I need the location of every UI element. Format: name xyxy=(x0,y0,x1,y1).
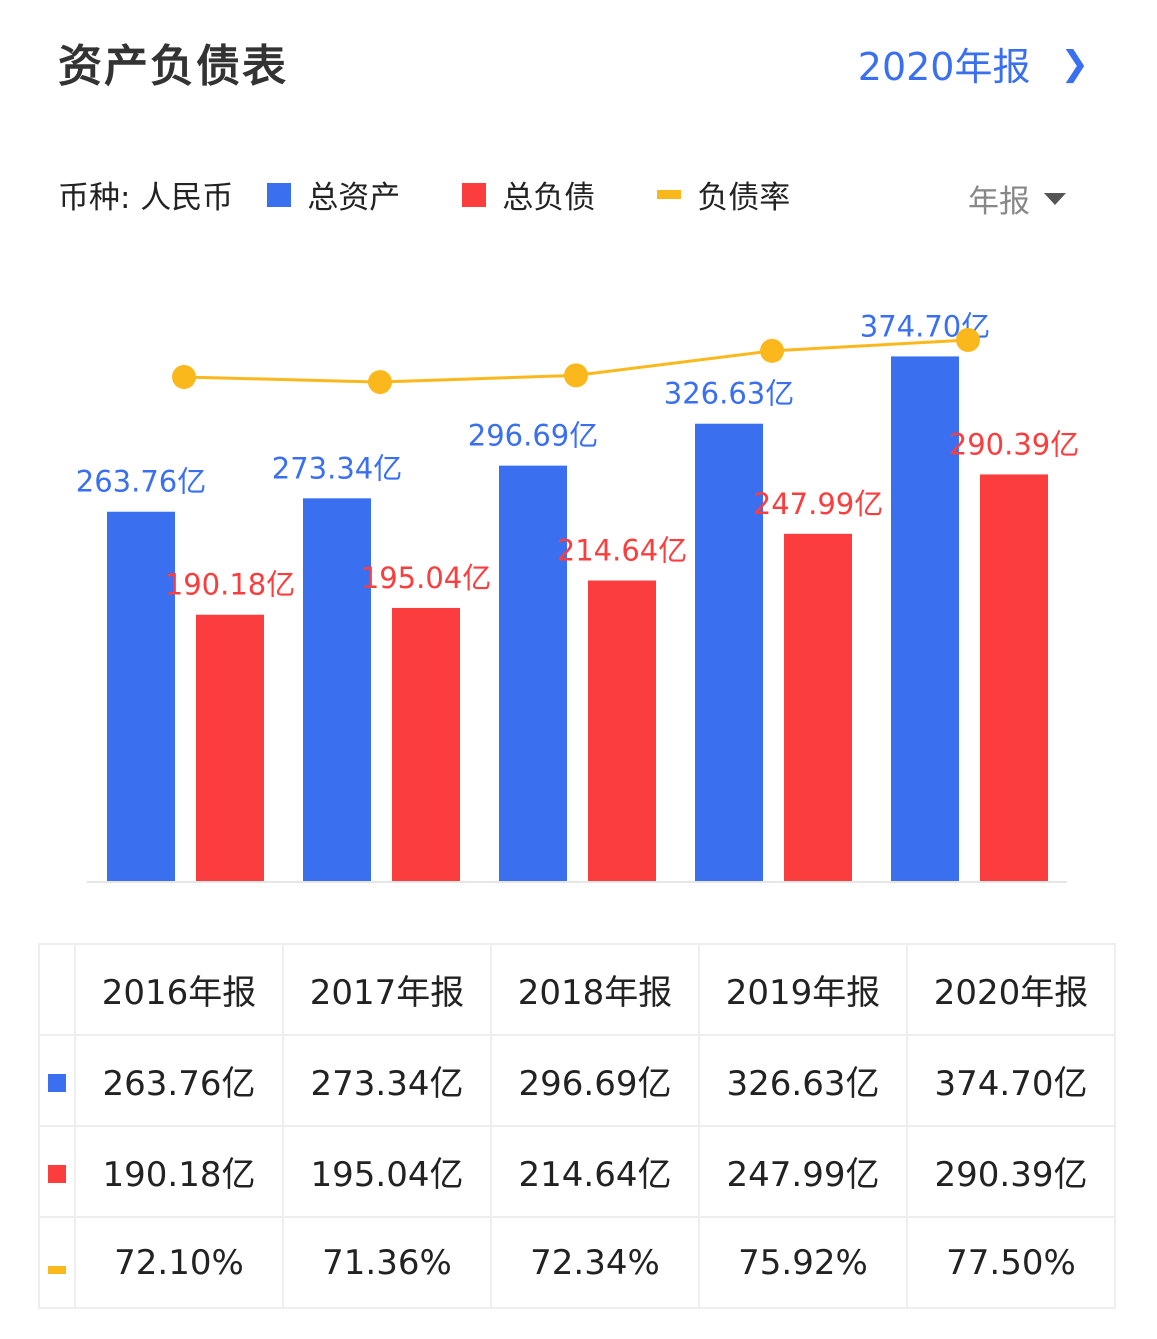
table-header-cell: 2018年报 xyxy=(490,943,700,1036)
liabilities-data-label: 247.99亿 xyxy=(753,487,883,521)
table-cell: 326.63亿 xyxy=(698,1034,908,1127)
table-header-row: 2016年报 2017年报 2018年报 2019年报 2020年报 xyxy=(38,943,1116,1036)
legend-item-ratio[interactable]: 负债率 xyxy=(657,172,790,217)
row-marker xyxy=(38,1125,76,1218)
table-cell: 75.92% xyxy=(698,1216,908,1309)
table-header-cell: 2019年报 xyxy=(698,943,908,1036)
table-cell: 214.64亿 xyxy=(490,1125,700,1218)
table-cell: 72.34% xyxy=(490,1216,700,1309)
table-cell: 273.34亿 xyxy=(282,1034,492,1127)
bar-line-chart: 263.76亿 273.34亿296.69亿326.63亿374.70亿190.1… xyxy=(76,309,1079,883)
assets-data-label: 326.63亿 xyxy=(664,377,794,411)
assets-data-label: 263.76亿 xyxy=(76,465,206,499)
chevron-right-icon: ❯ xyxy=(1060,43,1090,84)
table-cell: 296.69亿 xyxy=(490,1034,700,1127)
caret-down-icon xyxy=(1044,192,1066,205)
report-link-label: 2020年报 xyxy=(857,45,1031,89)
assets-swatch-icon xyxy=(48,1073,66,1092)
liabilities-swatch-icon xyxy=(462,182,487,207)
assets-bar xyxy=(891,356,959,881)
liabilities-bar xyxy=(980,474,1048,881)
liabilities-data-label: 290.39亿 xyxy=(949,427,1079,461)
liabilities-swatch-icon xyxy=(48,1164,66,1183)
period-label: 年报 xyxy=(968,184,1030,220)
legend-label: 负债率 xyxy=(697,180,791,216)
assets-bar xyxy=(695,423,763,881)
liabilities-bar xyxy=(196,614,264,881)
liabilities-bar xyxy=(588,580,656,881)
ratio-swatch-icon xyxy=(657,190,682,199)
assets-swatch-icon xyxy=(267,182,292,207)
assets-data-label: 296.69亿 xyxy=(468,419,598,453)
table-corner xyxy=(38,943,76,1036)
liabilities-data-label: 190.18亿 xyxy=(165,568,295,602)
currency-label: 币种: 人民币 xyxy=(58,180,234,216)
assets-bar xyxy=(303,498,371,881)
table-cell: 195.04亿 xyxy=(282,1125,492,1218)
row-marker xyxy=(38,1216,76,1309)
liabilities-bar xyxy=(392,607,460,881)
table-cell: 190.18亿 xyxy=(74,1125,284,1218)
table-header-cell: 2016年报 xyxy=(74,943,284,1036)
ratio-point xyxy=(760,338,784,363)
assets-bar xyxy=(499,465,567,881)
ratio-point xyxy=(172,365,196,389)
table-header-cell: 2017年报 xyxy=(282,943,492,1036)
table-header-cell: 2020年报 xyxy=(906,943,1116,1036)
page-title: 资产负债表 xyxy=(58,41,288,92)
assets-bar xyxy=(107,511,175,881)
ratio-point xyxy=(564,363,588,388)
table-cell: 374.70亿 xyxy=(906,1034,1116,1127)
table-row: 72.10% 71.36% 72.34% 75.92% 77.50% xyxy=(38,1216,1116,1309)
table-row: 190.18亿 195.04亿 214.64亿 247.99亿 290.39亿 xyxy=(38,1125,1116,1218)
liabilities-bar xyxy=(784,533,852,881)
liabilities-data-label: 195.04亿 xyxy=(361,561,491,595)
ratio-point xyxy=(368,370,392,395)
table-cell: 290.39亿 xyxy=(906,1125,1116,1218)
legend: 币种: 人民币 总资产 总负债 负债率 xyxy=(58,172,852,217)
legend-item-liabilities[interactable]: 总负债 xyxy=(462,172,595,217)
ratio-point xyxy=(956,328,980,353)
table-cell: 247.99亿 xyxy=(698,1125,908,1218)
table-cell: 71.36% xyxy=(282,1216,492,1309)
table-row: 263.76亿 273.34亿 296.69亿 326.63亿 374.70亿 xyxy=(38,1034,1116,1127)
table-cell: 77.50% xyxy=(906,1216,1116,1309)
legend-item-assets[interactable]: 总资产 xyxy=(267,172,400,217)
table-cell: 72.10% xyxy=(74,1216,284,1309)
ratio-swatch-icon xyxy=(48,1265,66,1274)
data-table: 2016年报 2017年报 2018年报 2019年报 2020年报 263.76亿 273… xyxy=(38,943,1116,1309)
liabilities-data-label: 214.64亿 xyxy=(557,534,687,568)
legend-label: 总资产 xyxy=(307,180,401,216)
row-marker xyxy=(38,1034,76,1127)
period-dropdown[interactable]: 年报 xyxy=(968,176,1066,221)
legend-label: 总负债 xyxy=(502,180,596,216)
report-link[interactable]: 2020年报 ❯ xyxy=(858,36,1089,91)
table-cell: 263.76亿 xyxy=(74,1034,284,1127)
assets-data-label: 273.34亿 xyxy=(272,451,402,485)
